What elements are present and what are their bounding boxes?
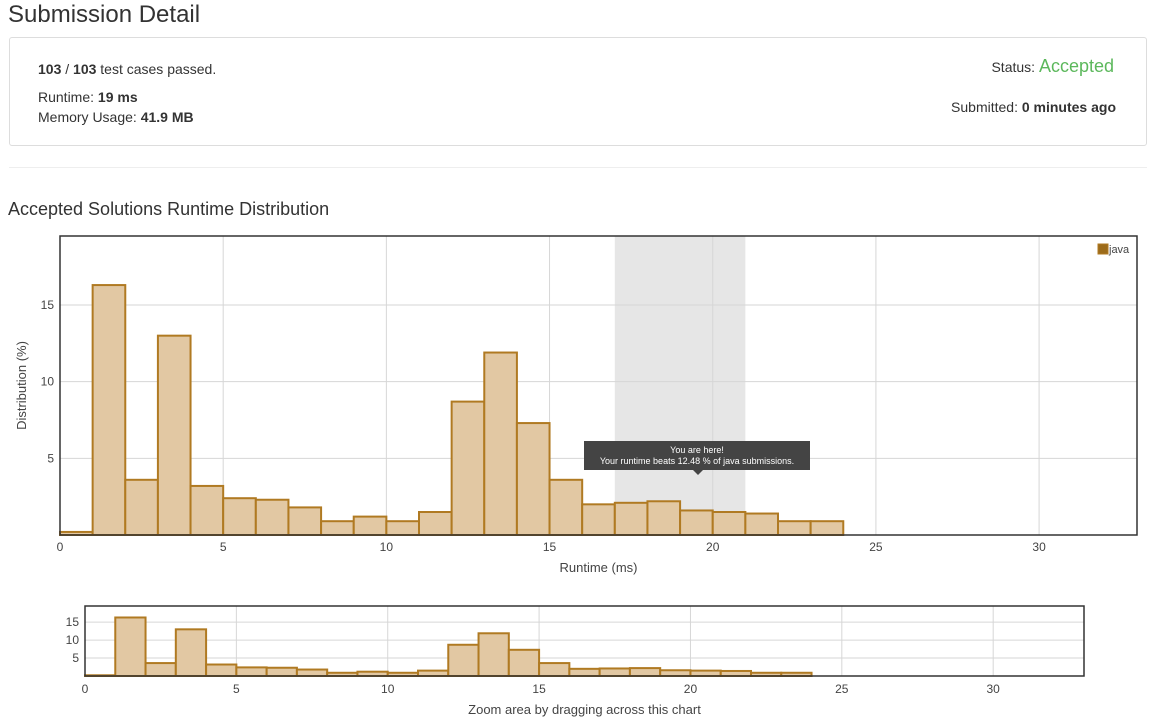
zoom-chart-bar (568, 667, 601, 677)
main-chart-x-tick-label: 0 (57, 540, 64, 554)
main-chart-bar (744, 512, 780, 536)
main-chart-bar (352, 515, 388, 536)
zoom-chart-bar (598, 667, 631, 678)
zoom-chart-group: 0 5 10 15 20 25 30 5 10 15 Zoom area by dragging a… (66, 605, 1085, 717)
passed-count: 103 (38, 61, 62, 77)
runtime-label: Runtime: (38, 89, 98, 105)
main-chart-bar (679, 509, 714, 537)
main-chart-bar (515, 422, 551, 537)
submitted-label: Submitted: (951, 99, 1022, 115)
zoom-chart-bar (628, 667, 662, 677)
submission-summary-panel: 103 / 103 test cases passed. Runtime: 19… (9, 37, 1147, 146)
main-chart-legend-label: java (1108, 244, 1130, 256)
main-chart-frame (59, 235, 1138, 536)
main-chart-bar (450, 400, 486, 536)
main-chart-y-tick-label: 5 (47, 451, 54, 465)
page-title: Submission Detail (8, 1, 201, 28)
main-chart-x-tick-label: 30 (1032, 540, 1046, 554)
main-chart-bar (777, 520, 812, 537)
total-count: 103 (73, 61, 97, 77)
memory-line: Memory Usage: 41.9 MB (38, 109, 194, 125)
zoom-chart-y-tick-label: 5 (72, 651, 79, 665)
main-chart-bar (254, 498, 290, 537)
test-cases-line: 103 / 103 test cases passed. (38, 61, 216, 77)
zoom-chart-bar (719, 669, 753, 678)
zoom-chart-bar (447, 643, 480, 677)
main-chart-bar (711, 511, 747, 536)
memory-label: Memory Usage: (38, 109, 141, 125)
zoom-chart-x-tick-label: 30 (987, 682, 1001, 696)
zoom-chart-bar (659, 669, 692, 677)
zoom-chart-bar (295, 668, 329, 677)
main-chart-x-tick-label: 10 (380, 540, 394, 554)
zoom-chart-bar (507, 648, 541, 677)
tooltip-line-2: Your runtime beats 12.48 % of java submi… (599, 456, 795, 466)
main-chart-x-axis-label: Runtime (ms) (559, 560, 637, 575)
main-chart-y-tick-label: 15 (41, 298, 55, 312)
runtime-line: Runtime: 19 ms (38, 89, 138, 105)
status-label: Status: (991, 59, 1039, 75)
zoom-chart-x-tick-label: 15 (532, 682, 546, 696)
zoom-chart-frame (84, 605, 1085, 677)
main-chart-bar (320, 520, 355, 537)
section-divider (9, 167, 1147, 168)
main-chart-y-axis-label: Distribution (%) (14, 341, 29, 430)
main-chart-bar (581, 503, 616, 537)
main-chart-bar (613, 501, 649, 536)
main-chart-bar (287, 506, 323, 536)
zoom-chart-bar (477, 632, 510, 677)
memory-value: 41.9 MB (140, 109, 194, 125)
main-chart-x-tick-label: 20 (706, 540, 720, 554)
zoom-chart-bar (417, 669, 450, 677)
runtime-value: 19 ms (97, 89, 138, 105)
main-chart-bar (646, 500, 682, 536)
zoom-chart-bar (689, 669, 722, 677)
zoom-chart-bar (235, 666, 268, 678)
zoom-chart-x-tick-label: 20 (684, 682, 698, 696)
main-chart-bar (809, 520, 845, 537)
tooltip-pointer (693, 470, 703, 475)
passed-text: test cases passed. (96, 61, 217, 77)
you-are-here-tooltip: You are here! Your runtime beats 12.48 %… (584, 441, 810, 470)
main-chart-x-tick-label: 15 (543, 540, 557, 554)
section-title: Accepted Solutions Runtime Distribution (8, 199, 330, 219)
main-chart-bar (91, 284, 127, 537)
zoom-chart-bar (144, 662, 177, 677)
zoom-chart-x-tick-label: 25 (835, 682, 849, 696)
zoom-chart-y-tick-label: 15 (66, 615, 80, 629)
submitted-value: 0 minutes ago (1021, 99, 1116, 115)
main-chart-legend-swatch (1097, 243, 1109, 255)
zoom-chart-x-tick-label: 10 (381, 682, 395, 696)
main-chart-highlight-band (614, 236, 746, 535)
status-line: Status: Accepted (991, 56, 1114, 77)
main-chart-bar (385, 520, 421, 537)
zoom-chart-x-tick-label: 5 (233, 682, 240, 696)
zoom-chart-bar (174, 628, 208, 677)
tooltip-line-1: You are here! (670, 445, 724, 455)
zoom-chart-bar (538, 662, 571, 677)
main-chart-bar (548, 478, 584, 536)
status-value: Accepted (1038, 56, 1114, 76)
main-chart-bar (124, 478, 159, 536)
submitted-line: Submitted: 0 minutes ago (951, 99, 1116, 115)
main-chart-bar (418, 511, 453, 536)
main-chart-x-tick-label: 5 (220, 540, 227, 554)
main-chart-bar (156, 334, 192, 536)
main-chart-y-tick-label: 10 (41, 375, 55, 389)
zoom-chart-bar (265, 666, 298, 678)
zoom-chart-y-tick-label: 10 (66, 633, 80, 647)
main-chart-bar (222, 497, 257, 537)
main-chart-x-tick-label: 25 (869, 540, 883, 554)
zoom-chart-bar (205, 663, 238, 677)
main-chart-bar (483, 351, 518, 536)
main-chart-bar (189, 484, 225, 536)
zoom-chart-x-tick-label: 0 (82, 682, 89, 696)
passed-separator: / (61, 61, 74, 77)
zoom-chart-bar (114, 616, 147, 678)
zoom-chart-x-axis-label: Zoom area by dragging across this chart (468, 702, 701, 717)
